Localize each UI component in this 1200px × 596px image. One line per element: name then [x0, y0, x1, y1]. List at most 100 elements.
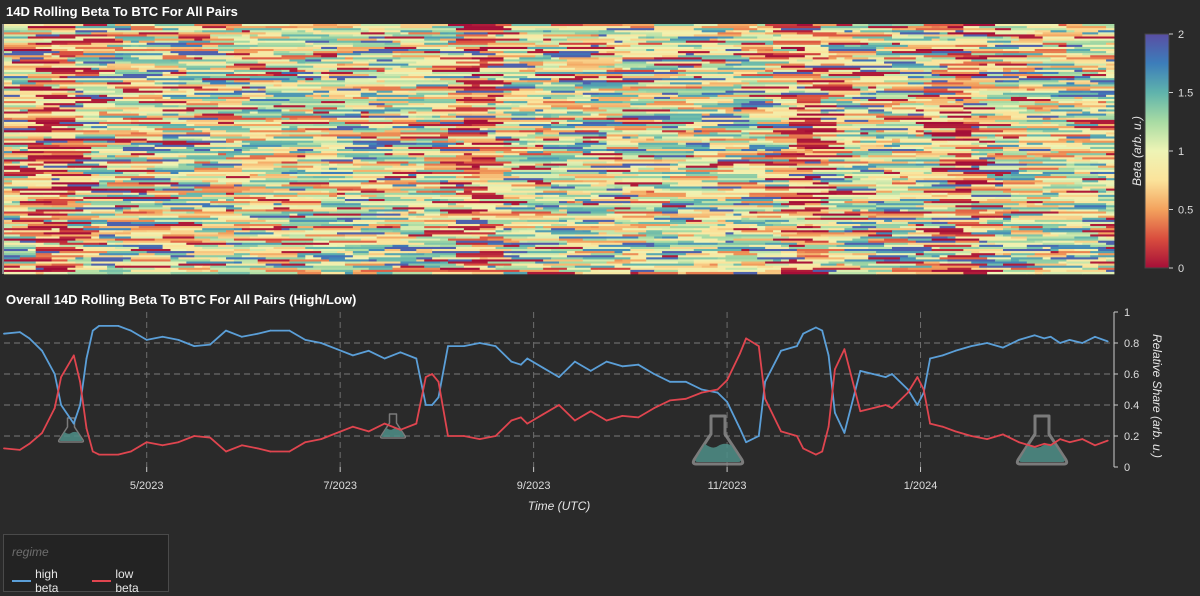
heatmap-cell	[59, 55, 76, 58]
heatmap-cell	[884, 144, 901, 148]
heatmap-cell	[923, 213, 940, 216]
heatmap-cell	[1026, 57, 1051, 60]
heatmap-cell	[1074, 205, 1107, 208]
heatmap-cell	[804, 257, 845, 260]
heatmap-cell	[717, 101, 734, 104]
heatmap-cell	[487, 219, 528, 223]
heatmap-cell	[99, 196, 132, 200]
heatmap-cell	[249, 226, 274, 229]
heatmap-cell	[638, 232, 663, 235]
heatmap-cell	[154, 49, 195, 52]
heatmap-cell	[701, 80, 718, 83]
heatmap-cell	[812, 224, 861, 227]
heatmap-cell	[757, 267, 766, 271]
heatmap-cell	[305, 30, 322, 33]
heatmap-cell	[233, 80, 274, 83]
heatmap-cell	[241, 159, 290, 162]
heatmap-cell	[352, 71, 385, 75]
heatmap-cell	[162, 136, 179, 139]
heatmap-cell	[630, 236, 639, 239]
heatmap-cell	[828, 236, 861, 239]
heatmap-cell	[844, 228, 869, 231]
heatmap-cell	[83, 53, 124, 56]
heatmap-cell	[368, 30, 401, 33]
heatmap-cell	[384, 107, 433, 110]
heatmap-cell	[915, 49, 964, 52]
heatmap-cell	[638, 34, 647, 37]
heatmap-cell	[860, 149, 869, 152]
heatmap-cell	[685, 205, 695, 208]
heatmap-cell	[828, 190, 853, 194]
heatmap-cell	[67, 203, 92, 206]
heatmap-cell	[947, 76, 956, 79]
heatmap-cell	[741, 130, 774, 133]
heatmap-cell	[1106, 188, 1115, 191]
heatmap-cell	[115, 134, 163, 137]
heatmap-cell	[43, 107, 60, 110]
heatmap-cell	[337, 251, 354, 254]
heatmap-cell	[765, 269, 782, 273]
heatmap-cell	[757, 215, 782, 219]
heatmap-cell	[741, 55, 766, 58]
heatmap-cell	[424, 246, 433, 250]
heatmap-cell	[170, 149, 195, 152]
heatmap-cell	[931, 84, 972, 87]
heatmap-cell	[297, 213, 314, 216]
heatmap-cell	[75, 69, 84, 73]
heatmap-cell	[971, 184, 996, 187]
heatmap-cell	[91, 217, 140, 221]
heatmap-cell	[931, 255, 940, 258]
heatmap-cell	[1066, 209, 1075, 212]
heatmap-cell	[376, 96, 409, 100]
heatmap-cell	[19, 265, 37, 269]
heatmap-cell	[281, 115, 322, 119]
heatmap-cell	[35, 261, 76, 264]
heatmap-row	[4, 192, 1115, 196]
heatmap-cell	[479, 59, 504, 62]
heatmap-cell	[630, 196, 679, 200]
heatmap-cell	[1082, 215, 1099, 219]
heatmap-cell	[115, 176, 156, 179]
heatmap-cell	[820, 103, 837, 106]
heatmap-cell	[701, 57, 750, 60]
heatmap-cell	[543, 163, 568, 166]
heatmap-cell	[1090, 224, 1115, 227]
heatmap-cell	[400, 86, 417, 89]
heatmap-cell	[1098, 236, 1107, 239]
heatmap-cell	[812, 190, 822, 194]
heatmap-cell	[773, 128, 798, 131]
heatmap-cell	[1042, 180, 1083, 183]
heatmap-cell	[35, 271, 45, 275]
heatmap-cell	[4, 57, 13, 60]
heatmap-cell	[709, 146, 726, 150]
heatmap-cell	[907, 267, 948, 271]
heatmap-cell	[551, 107, 568, 110]
heatmap-cell	[392, 40, 401, 44]
heatmap-cell	[939, 115, 948, 119]
heatmap-cell	[178, 257, 219, 260]
heatmap-cell	[725, 259, 774, 262]
heatmap-cell	[178, 103, 187, 106]
heatmap-cell	[321, 257, 330, 260]
heatmap-cell	[1034, 88, 1067, 91]
heatmap-cell	[1082, 219, 1115, 223]
heatmap-cell	[804, 149, 814, 152]
heatmap-cell	[360, 159, 385, 162]
heatmap-cell	[503, 155, 544, 158]
heatmap-cell	[4, 34, 37, 37]
heatmap-cell	[51, 234, 100, 237]
heatmap-cell	[83, 103, 116, 106]
heatmap-cell	[313, 196, 338, 200]
heatmap-cell	[281, 117, 290, 121]
heatmap-cell	[963, 230, 988, 233]
heatmap-cell	[852, 180, 893, 183]
heatmap-cell	[828, 157, 869, 160]
heatmap-cell	[210, 34, 243, 37]
heatmap-cell	[836, 121, 885, 125]
heatmap-cell	[1090, 121, 1115, 125]
heatmap-cell	[796, 224, 806, 227]
heatmap-cell	[812, 57, 829, 60]
heatmap-cell	[43, 242, 60, 246]
heatmap-cell	[1026, 76, 1075, 79]
heatmap-cell	[281, 103, 322, 106]
